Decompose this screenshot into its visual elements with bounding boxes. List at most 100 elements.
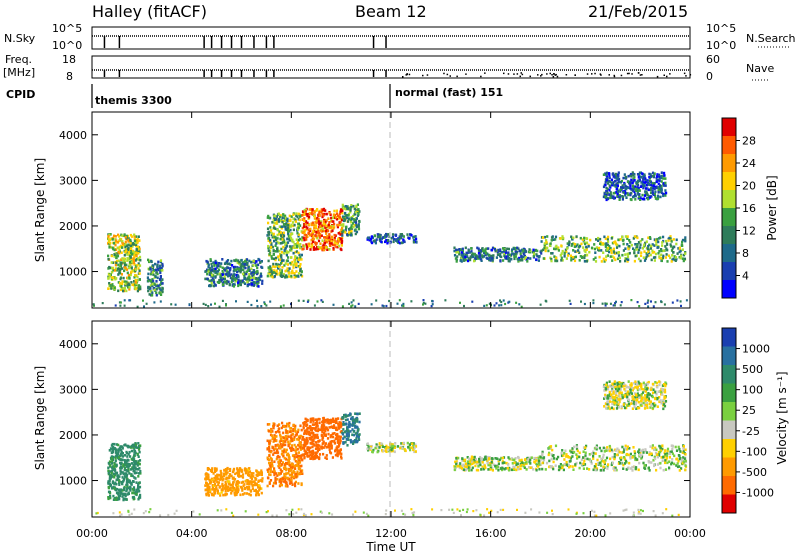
power-cell <box>392 240 395 244</box>
power-cell <box>342 229 345 233</box>
velocity-cell <box>284 443 287 447</box>
velocity-cell <box>138 462 141 466</box>
velocity-cell <box>250 477 254 481</box>
power-cell <box>663 192 666 196</box>
power-cell <box>655 186 658 190</box>
power-cell <box>512 253 515 256</box>
nave-dot <box>631 73 633 75</box>
velocity-cell <box>133 448 136 451</box>
velocity-cell <box>134 462 137 466</box>
nave-dot <box>600 74 602 76</box>
velocity-cell <box>231 486 234 489</box>
power-cell <box>609 180 612 184</box>
velocity-cell <box>254 482 257 485</box>
power-cell <box>522 255 525 258</box>
power-cell <box>478 255 481 259</box>
power-cell <box>454 257 457 260</box>
power-cell <box>234 268 237 272</box>
power-cell <box>285 274 288 277</box>
power-cell <box>577 249 580 252</box>
power-cell <box>370 238 373 241</box>
nave-dot <box>613 75 616 78</box>
power-cell <box>479 250 482 253</box>
velocity-cell <box>112 468 115 471</box>
velocity-cell <box>266 468 269 472</box>
velocity-cell <box>125 483 128 487</box>
velocity-cell <box>299 424 302 428</box>
power-cell <box>605 242 608 245</box>
velocity-cell <box>129 489 132 492</box>
velocity-cell <box>135 488 138 492</box>
velocity-cell <box>339 421 342 425</box>
power-cell <box>132 259 135 262</box>
velocity-cell <box>308 451 311 454</box>
power-cell <box>632 173 635 177</box>
power-cell <box>652 305 655 308</box>
power-cell <box>237 284 240 288</box>
velocity-cell <box>239 467 242 471</box>
power-cell <box>330 235 333 239</box>
power-cell <box>660 300 663 304</box>
power-cell <box>210 279 213 283</box>
power-cell <box>574 255 577 259</box>
power-cell <box>287 250 290 254</box>
power-cell <box>221 299 224 302</box>
velocity-cell <box>266 447 269 451</box>
power-cell <box>662 182 665 185</box>
power-cell <box>453 249 456 253</box>
power-cell <box>339 223 342 227</box>
power-cell <box>610 237 613 240</box>
nave-dot <box>546 73 548 75</box>
power-cell <box>327 223 330 227</box>
power-cell <box>632 186 635 189</box>
power-cell <box>657 252 660 255</box>
velocity-cell <box>237 488 240 492</box>
power-cell <box>398 237 401 241</box>
power-cell <box>507 259 510 263</box>
power-cell <box>496 250 499 254</box>
velocity-cell <box>122 464 125 467</box>
velocity-cell <box>294 484 297 488</box>
velocity-cell <box>325 446 328 449</box>
nave-dot <box>408 73 411 76</box>
power-cell <box>133 254 136 257</box>
power-cell <box>267 221 270 225</box>
velocity-cell <box>289 436 293 440</box>
velocity-cell <box>309 453 312 457</box>
power-cell <box>488 254 491 257</box>
velocity-cell <box>313 437 316 440</box>
power-cell <box>337 223 340 227</box>
power-cell <box>645 252 648 255</box>
power-cell <box>677 247 680 250</box>
velocity-cell <box>355 437 358 440</box>
velocity-cell <box>296 430 300 434</box>
power-cell <box>221 270 224 273</box>
power-cell <box>315 221 318 224</box>
power-cell <box>127 251 130 254</box>
power-cell <box>108 282 111 285</box>
velocity-cell <box>241 487 244 491</box>
power-cell <box>649 188 652 192</box>
velocity-cell <box>348 420 351 424</box>
power-cell <box>112 268 115 272</box>
power-cell <box>261 266 264 269</box>
power-cell <box>278 225 281 228</box>
power-cell <box>296 258 300 262</box>
velocity-cell <box>300 464 303 468</box>
velocity-cell <box>123 468 126 472</box>
power-cell <box>269 240 272 244</box>
power-cell <box>137 250 140 253</box>
velocity-cell <box>322 452 325 456</box>
velocity-cell <box>125 473 129 477</box>
power-cell <box>208 279 211 283</box>
power-cell <box>121 246 124 249</box>
power-cell <box>127 246 130 250</box>
power-cell <box>648 175 651 179</box>
power-cell <box>207 270 210 274</box>
velocity-cell <box>281 449 284 453</box>
power-cell <box>297 222 300 226</box>
power-cell <box>274 250 277 253</box>
velocity-cell <box>390 444 393 448</box>
velocity-cell <box>221 487 224 490</box>
